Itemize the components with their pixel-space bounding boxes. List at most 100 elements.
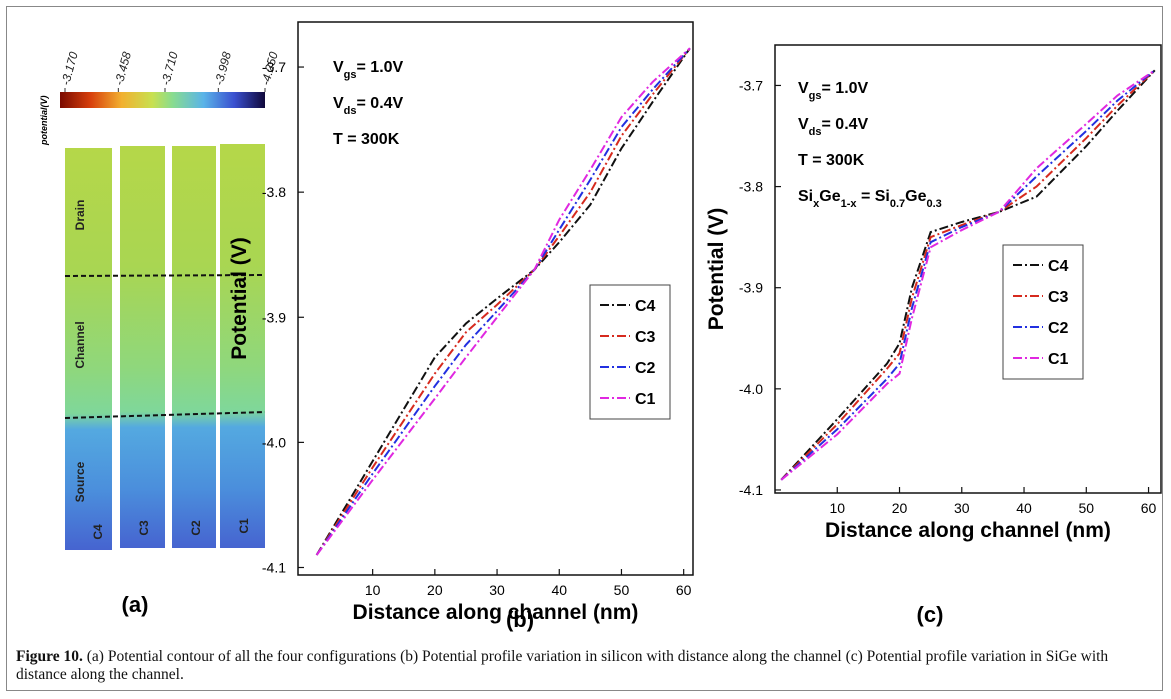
region-boundary (64, 274, 266, 277)
legend-label: C3 (635, 329, 656, 346)
region-label: Channel (73, 321, 87, 368)
y-axis-label: Potential (V) (705, 208, 728, 331)
x-tick-label: 50 (614, 582, 630, 598)
annotation: Vds= 0.4V (333, 95, 404, 117)
y-tick-label: -3.9 (262, 309, 286, 325)
legend-box (1002, 244, 1084, 380)
annotation-part: V (798, 116, 809, 133)
region-label: Source (73, 461, 87, 502)
legend-label: C4 (635, 298, 656, 315)
column-label: C2 (189, 520, 203, 536)
series-line (780, 69, 1156, 481)
x-tick-label: 60 (1141, 500, 1157, 516)
legend-label: C2 (635, 360, 656, 377)
annotation-part: 1-x (841, 198, 858, 210)
colorbar (60, 92, 265, 108)
x-tick-label: 30 (489, 582, 505, 598)
y-tick-label: -3.7 (739, 77, 763, 93)
legend-box (589, 284, 671, 420)
x-tick-label: 40 (551, 582, 567, 598)
annotation-part: Si (798, 188, 813, 205)
x-tick-label: 60 (676, 582, 692, 598)
annotation: Vds= 0.4V (798, 116, 869, 138)
annotation: Vgs= 1.0V (798, 80, 869, 102)
x-tick-label: 50 (1079, 500, 1095, 516)
x-tick-label: 20 (892, 500, 908, 516)
annotation-part: V (333, 59, 344, 76)
figure-frame (6, 6, 1163, 691)
annotation: SixGe1-x = Si0.7Ge0.3 (798, 188, 942, 210)
caption-label: Figure 10. (16, 648, 83, 665)
colorbar-tick-label: -3.170 (58, 50, 80, 87)
colorbar-tick-label: -3.710 (158, 50, 180, 87)
column-label: C4 (91, 524, 105, 540)
contour-strip (65, 148, 112, 550)
annotation: T = 300K (798, 152, 865, 169)
y-tick-label: -3.9 (739, 280, 763, 296)
caption: Figure 10. (a) Potential contour of all … (16, 648, 1146, 684)
plot-area (297, 21, 694, 576)
annotation-part: ds (809, 126, 822, 138)
column-label: C3 (137, 520, 151, 536)
annotation-part: V (333, 95, 344, 112)
x-tick-label: 30 (954, 500, 970, 516)
x-tick-label: 10 (365, 582, 381, 598)
annotation-part: Ge (819, 188, 840, 205)
series-line (780, 69, 1156, 481)
annotation-part: = 1.0V (822, 80, 869, 97)
panel-label: (a) (122, 592, 149, 617)
plot-area (774, 44, 1162, 494)
annotation-part: T = 300K (333, 131, 400, 148)
caption-text: (a) Potential contour of all the four co… (16, 648, 1109, 683)
x-tick-label: 40 (1016, 500, 1032, 516)
annotation-part: ds (344, 105, 357, 117)
annotation-part: = Si (857, 188, 890, 205)
annotation-part: gs (344, 69, 357, 81)
contour-strip (220, 144, 265, 548)
annotation-part: Ge (905, 188, 926, 205)
panel-label: (b) (506, 607, 534, 632)
legend-label: C1 (635, 391, 656, 408)
annotation-part: V (798, 80, 809, 97)
annotation: T = 300K (333, 131, 400, 148)
colorbar-label: potential(V) (39, 96, 49, 147)
legend-label: C4 (1048, 258, 1069, 275)
annotation: Vgs= 1.0V (333, 59, 404, 81)
annotation-part: 0.3 (927, 198, 942, 210)
y-axis-label: Potential (V) (228, 237, 251, 360)
legend-label: C2 (1048, 320, 1069, 337)
annotation-part: 0.7 (890, 198, 905, 210)
y-tick-label: -4.0 (739, 381, 763, 397)
contour-strip (120, 146, 165, 548)
legend-label: C1 (1048, 351, 1069, 368)
x-axis-label: Distance along channel (nm) (825, 519, 1111, 542)
y-tick-label: -3.8 (739, 179, 763, 195)
series-line (780, 69, 1156, 481)
legend-label: C3 (1048, 289, 1069, 306)
x-tick-label: 20 (427, 582, 443, 598)
colorbar-tick-label: -3.458 (112, 50, 134, 87)
y-tick-label: -4.1 (739, 482, 763, 498)
series-line (315, 47, 691, 556)
x-tick-label: 10 (829, 500, 845, 516)
column-label: C1 (237, 518, 251, 534)
y-tick-label: -3.8 (262, 184, 286, 200)
annotation-part: = 0.4V (822, 116, 869, 133)
y-tick-label: -3.7 (262, 59, 286, 75)
contour-strip (172, 146, 216, 548)
region-boundary (64, 411, 266, 419)
colorbar-tick-label: -3.998 (212, 50, 234, 87)
annotation-part: T = 300K (798, 152, 865, 169)
x-axis-label: Distance along channel (nm) (353, 601, 639, 624)
annotation-part: = 1.0V (357, 59, 404, 76)
y-tick-label: -4.1 (262, 559, 286, 575)
annotation-part: x (813, 198, 820, 210)
y-tick-label: -4.0 (262, 434, 286, 450)
series-line (780, 69, 1156, 481)
annotation-part: gs (809, 90, 822, 102)
annotation-part: = 0.4V (357, 95, 404, 112)
panel-label: (c) (917, 602, 944, 627)
region-label: Drain (73, 200, 87, 231)
